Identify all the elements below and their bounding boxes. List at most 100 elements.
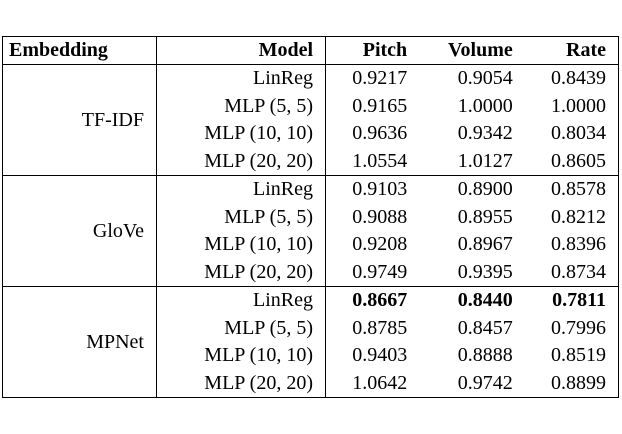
header-rate: Rate (524, 36, 619, 65)
pitch-cell: 1.0554 (326, 148, 420, 176)
rate-value: 0.7811 (552, 289, 606, 312)
table-row: MLP (10, 10) 0.9636 0.9342 0.8034 (3, 120, 619, 148)
table-row: TF-IDF LinReg 0.9217 0.9054 0.8439 (2, 64, 619, 176)
volume-cell: 1.0127 (419, 148, 525, 176)
volume-value: 0.9054 (457, 67, 513, 90)
rate-cell: 0.7811 (524, 286, 619, 315)
rate-value: 0.8605 (551, 149, 606, 172)
pitch-value: 0.8667 (352, 289, 408, 312)
table-row: MLP (20, 20) 0.9749 0.9395 0.8734 (3, 258, 619, 287)
volume-cell: 0.8888 (419, 342, 525, 370)
rate-value: 0.8396 (551, 233, 606, 256)
model-cell: MLP (20, 20) (156, 147, 326, 176)
pitch-cell: 0.8667 (325, 286, 420, 315)
pitch-value: 0.9636 (352, 122, 408, 145)
rate-cell: 0.8519 (525, 342, 619, 370)
pitch-cell: 1.0642 (326, 370, 420, 398)
rate-value: 0.7996 (551, 316, 606, 339)
rate-value: 1.0000 (551, 94, 606, 117)
pitch-value: 0.9103 (352, 178, 408, 201)
header-pitch: Pitch (325, 36, 420, 65)
volume-value: 0.9395 (457, 260, 513, 283)
pitch-cell: 0.9088 (326, 204, 420, 232)
embedding-cell: GloVe (2, 175, 157, 287)
volume-value: 1.0000 (457, 94, 513, 117)
table-row: GloVe LinReg 0.9103 0.8900 0.8578 (2, 175, 619, 287)
pitch-cell: 0.9103 (325, 175, 420, 204)
header-embedding: Embedding (2, 36, 157, 65)
table-row: MLP (10, 10) 0.9208 0.8967 0.8396 (3, 231, 619, 259)
model-cell: MLP (5, 5) (156, 314, 326, 342)
volume-value: 1.0127 (457, 149, 513, 172)
pitch-value: 0.9403 (352, 344, 408, 367)
model-cell: LinReg (156, 286, 326, 315)
volume-value: 0.8440 (457, 289, 513, 312)
pitch-value: 0.9165 (352, 94, 408, 117)
model-cell: MLP (20, 20) (156, 258, 326, 287)
rate-value: 0.8439 (551, 67, 606, 90)
pitch-value: 0.9208 (352, 233, 408, 256)
rate-cell: 0.8578 (524, 175, 619, 204)
table-row: MLP (20, 20) 1.0642 0.9742 0.8899 (3, 369, 619, 398)
rate-value: 0.8734 (551, 260, 606, 283)
rate-value: 0.8212 (551, 205, 606, 228)
pitch-cell: 0.9208 (326, 231, 420, 259)
table-row: MLP (5, 5) 0.9165 1.0000 1.0000 (3, 92, 619, 121)
volume-cell: 0.8457 (419, 315, 525, 343)
volume-cell: 0.8955 (419, 204, 525, 232)
pitch-cell: 0.9165 (326, 93, 420, 121)
pitch-value: 0.9088 (352, 205, 408, 228)
rate-value: 0.8034 (551, 122, 606, 145)
table-row: MLP (20, 20) 1.0554 1.0127 0.8605 (3, 147, 619, 176)
table-row: MLP (10, 10) 0.9403 0.8888 0.8519 (3, 342, 619, 370)
embedding-cell: TF-IDF (2, 64, 157, 176)
pitch-value: 1.0554 (352, 149, 408, 172)
volume-value: 0.9342 (457, 122, 513, 145)
volume-cell: 0.8440 (419, 286, 525, 315)
pitch-value: 0.9217 (352, 67, 408, 90)
table-row: MLP (5, 5) 0.8785 0.8457 0.7996 (3, 314, 619, 343)
header-model: Model (156, 36, 326, 65)
model-cell: LinReg (156, 64, 326, 93)
volume-cell: 0.8900 (419, 175, 525, 204)
table-row: MPNet LinReg 0.8667 0.8440 0.7811 (2, 286, 619, 398)
model-cell: MLP (20, 20) (156, 369, 326, 398)
rate-cell: 0.8605 (525, 148, 619, 176)
volume-value: 0.9742 (457, 371, 513, 394)
header-volume: Volume (419, 36, 525, 65)
rate-cell: 0.8212 (525, 204, 619, 232)
rate-cell: 0.8734 (525, 259, 619, 287)
embedding-cell: MPNet (2, 286, 157, 398)
volume-cell: 1.0000 (419, 93, 525, 121)
volume-cell: 0.9742 (419, 370, 525, 398)
volume-cell: 0.8967 (419, 231, 525, 259)
rate-value: 0.8578 (551, 178, 606, 201)
rate-value: 0.8899 (551, 371, 606, 394)
results-table: Embedding Model Pitch Volume Rate TF-IDF… (2, 36, 619, 398)
volume-cell: 0.9054 (419, 64, 525, 93)
pitch-cell: 0.9403 (326, 342, 420, 370)
rate-cell: 1.0000 (525, 93, 619, 121)
volume-cell: 0.9395 (419, 259, 525, 287)
volume-cell: 0.9342 (419, 120, 525, 148)
rate-value: 0.8519 (551, 344, 606, 367)
model-cell: MLP (10, 10) (156, 120, 326, 148)
rate-cell: 0.8034 (525, 120, 619, 148)
model-cell: MLP (10, 10) (156, 342, 326, 370)
volume-value: 0.8888 (457, 344, 513, 367)
pitch-value: 0.8785 (352, 316, 408, 339)
volume-value: 0.8900 (457, 178, 513, 201)
pitch-cell: 0.9749 (326, 259, 420, 287)
model-cell: MLP (5, 5) (156, 92, 326, 120)
pitch-cell: 0.9636 (326, 120, 420, 148)
volume-value: 0.8457 (457, 316, 513, 339)
volume-value: 0.8967 (457, 233, 513, 256)
model-cell: MLP (5, 5) (156, 203, 326, 231)
rate-cell: 0.8396 (525, 231, 619, 259)
pitch-cell: 0.9217 (325, 64, 420, 93)
rate-cell: 0.8439 (524, 64, 619, 93)
table-row: MLP (5, 5) 0.9088 0.8955 0.8212 (3, 203, 619, 232)
model-cell: LinReg (156, 175, 326, 204)
pitch-value: 1.0642 (352, 371, 408, 394)
model-cell: MLP (10, 10) (156, 231, 326, 259)
